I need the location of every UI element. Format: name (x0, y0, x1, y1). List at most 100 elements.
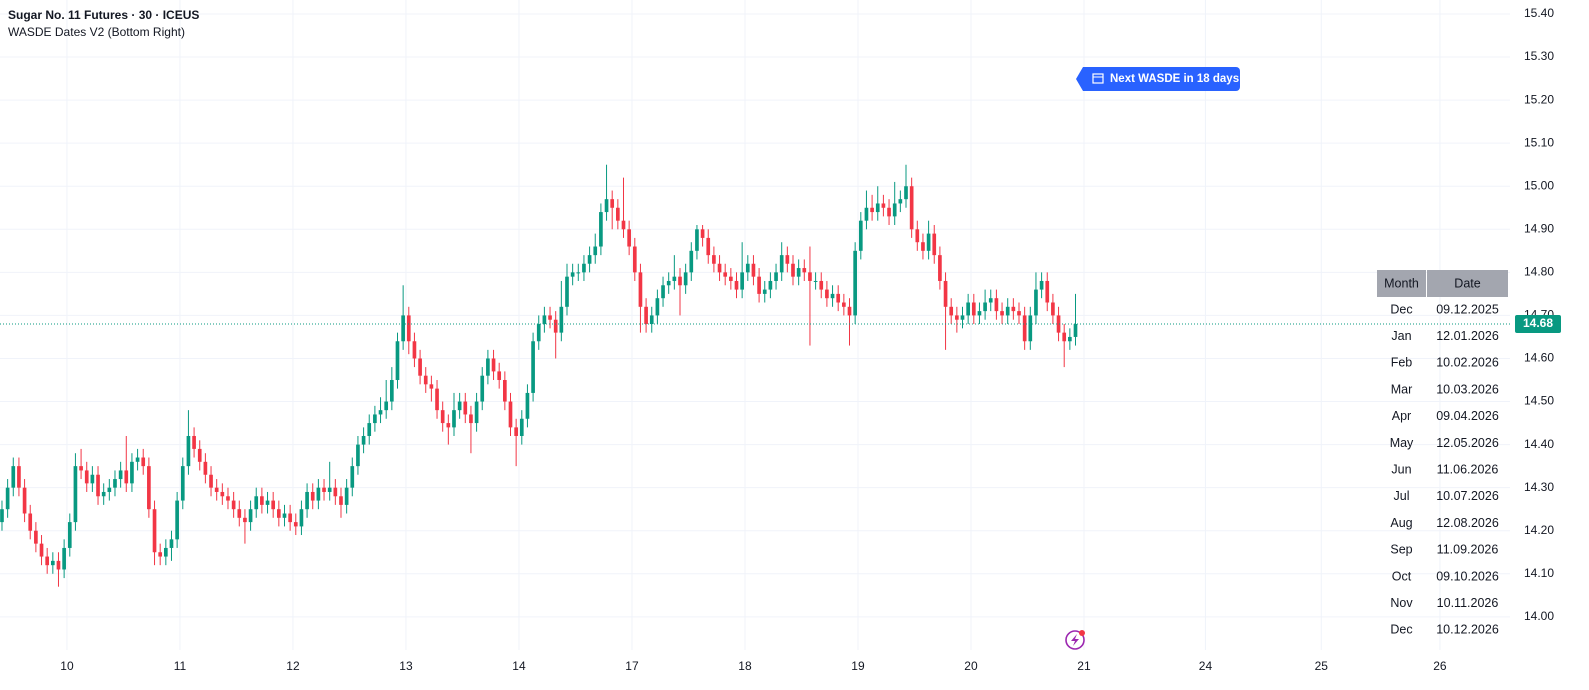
candle-body (559, 306, 564, 333)
candle-body (446, 423, 451, 428)
table-cell: 09.10.2026 (1436, 569, 1499, 583)
y-tick-label: 15.10 (1524, 135, 1554, 149)
x-tick-label: 11 (174, 659, 187, 673)
candle-body (649, 315, 654, 325)
table-cell: Jan (1391, 329, 1411, 343)
y-tick-label: 15.20 (1524, 92, 1554, 106)
candles (0, 164, 1078, 587)
candle-body (1051, 302, 1055, 316)
candle-body (661, 285, 665, 299)
table-cell: 10.02.2026 (1436, 356, 1499, 370)
table-cell: May (1390, 436, 1414, 450)
candle-body (452, 410, 456, 428)
candle-body (1068, 336, 1072, 342)
candle-body (864, 207, 869, 221)
candle-body (870, 207, 874, 213)
candle-body (282, 513, 287, 518)
candle-body (983, 302, 987, 312)
candle-body (84, 470, 89, 484)
candle-body (378, 410, 383, 415)
candle-body (243, 517, 247, 523)
candle-body (34, 530, 38, 544)
candle-body (842, 302, 846, 307)
candle-body (463, 401, 468, 415)
candle-body (706, 237, 711, 256)
candle-body (276, 509, 281, 518)
candle-body (316, 487, 321, 501)
candle-body (621, 220, 626, 230)
candle-body (1005, 306, 1010, 316)
candle-body (1028, 315, 1033, 342)
candle-body (429, 384, 434, 389)
candle-body (209, 474, 213, 488)
candle-body (152, 509, 157, 553)
table-header: Date (1454, 276, 1480, 290)
candle-body (740, 272, 744, 290)
candle-body (717, 263, 722, 273)
alert-icon[interactable] (1065, 630, 1085, 650)
candle-body (791, 263, 795, 277)
candle-body (514, 427, 518, 436)
table-cell: Apr (1392, 409, 1411, 423)
candle-body (802, 268, 807, 273)
candle-body (796, 268, 801, 277)
candle-body (90, 474, 95, 484)
candle-body (774, 272, 778, 281)
table-header-bg (1427, 270, 1508, 297)
candle-body (960, 315, 965, 320)
table-cell: Oct (1392, 569, 1412, 583)
candle-body (0, 509, 4, 523)
candle-body (45, 556, 50, 566)
candle-body (367, 423, 372, 436)
candle-body (175, 500, 179, 540)
candle-body (254, 496, 259, 510)
candle-body (265, 500, 270, 505)
candle-body (689, 250, 694, 273)
x-tick-label: 18 (738, 659, 752, 673)
candle-body (762, 289, 767, 294)
candle-body (180, 466, 185, 501)
table-cell: Aug (1390, 516, 1412, 530)
candle-body (384, 401, 389, 411)
candle-body (395, 341, 400, 381)
candle-body (124, 470, 129, 484)
candle-body (271, 500, 276, 510)
candle-body (926, 233, 931, 251)
table-cell: 10.11.2026 (1437, 596, 1499, 610)
candle-body (836, 293, 841, 303)
indicator-name: WASDE Dates V2 (Bottom Right) (8, 25, 185, 39)
candle-body (548, 315, 552, 320)
candle-body (373, 414, 377, 424)
candle-body (344, 487, 349, 505)
wasde-badge[interactable]: Next WASDE in 18 days (1076, 67, 1240, 91)
candle-body (305, 491, 309, 510)
y-tick-label: 14.60 (1524, 351, 1554, 365)
candle-body (333, 487, 338, 497)
candle-body (1056, 315, 1061, 333)
y-tick-label: 15.40 (1524, 6, 1554, 20)
x-tick-label: 21 (1077, 659, 1091, 673)
candle-body (587, 255, 592, 264)
candle-body (412, 341, 417, 359)
candle-body (943, 280, 948, 307)
candle-body (678, 276, 682, 286)
table-cell: Mar (1391, 382, 1413, 396)
candle-body (553, 319, 558, 333)
candle-body (593, 246, 598, 256)
candle-body (666, 280, 671, 286)
candle-body (853, 250, 857, 316)
candle-body (237, 509, 242, 518)
candle-body (1011, 306, 1016, 312)
candle-body (101, 491, 106, 497)
candle-body (723, 272, 728, 277)
candle-body (497, 371, 502, 381)
candle-body (350, 466, 355, 488)
candle-body (819, 280, 824, 290)
grid (0, 0, 1510, 650)
candle-body (288, 513, 292, 523)
candle-body (214, 487, 219, 492)
x-tick-label: 17 (625, 659, 639, 673)
y-tick-label: 14.20 (1524, 523, 1554, 537)
candle-body (39, 543, 44, 557)
candle-body (751, 263, 756, 277)
